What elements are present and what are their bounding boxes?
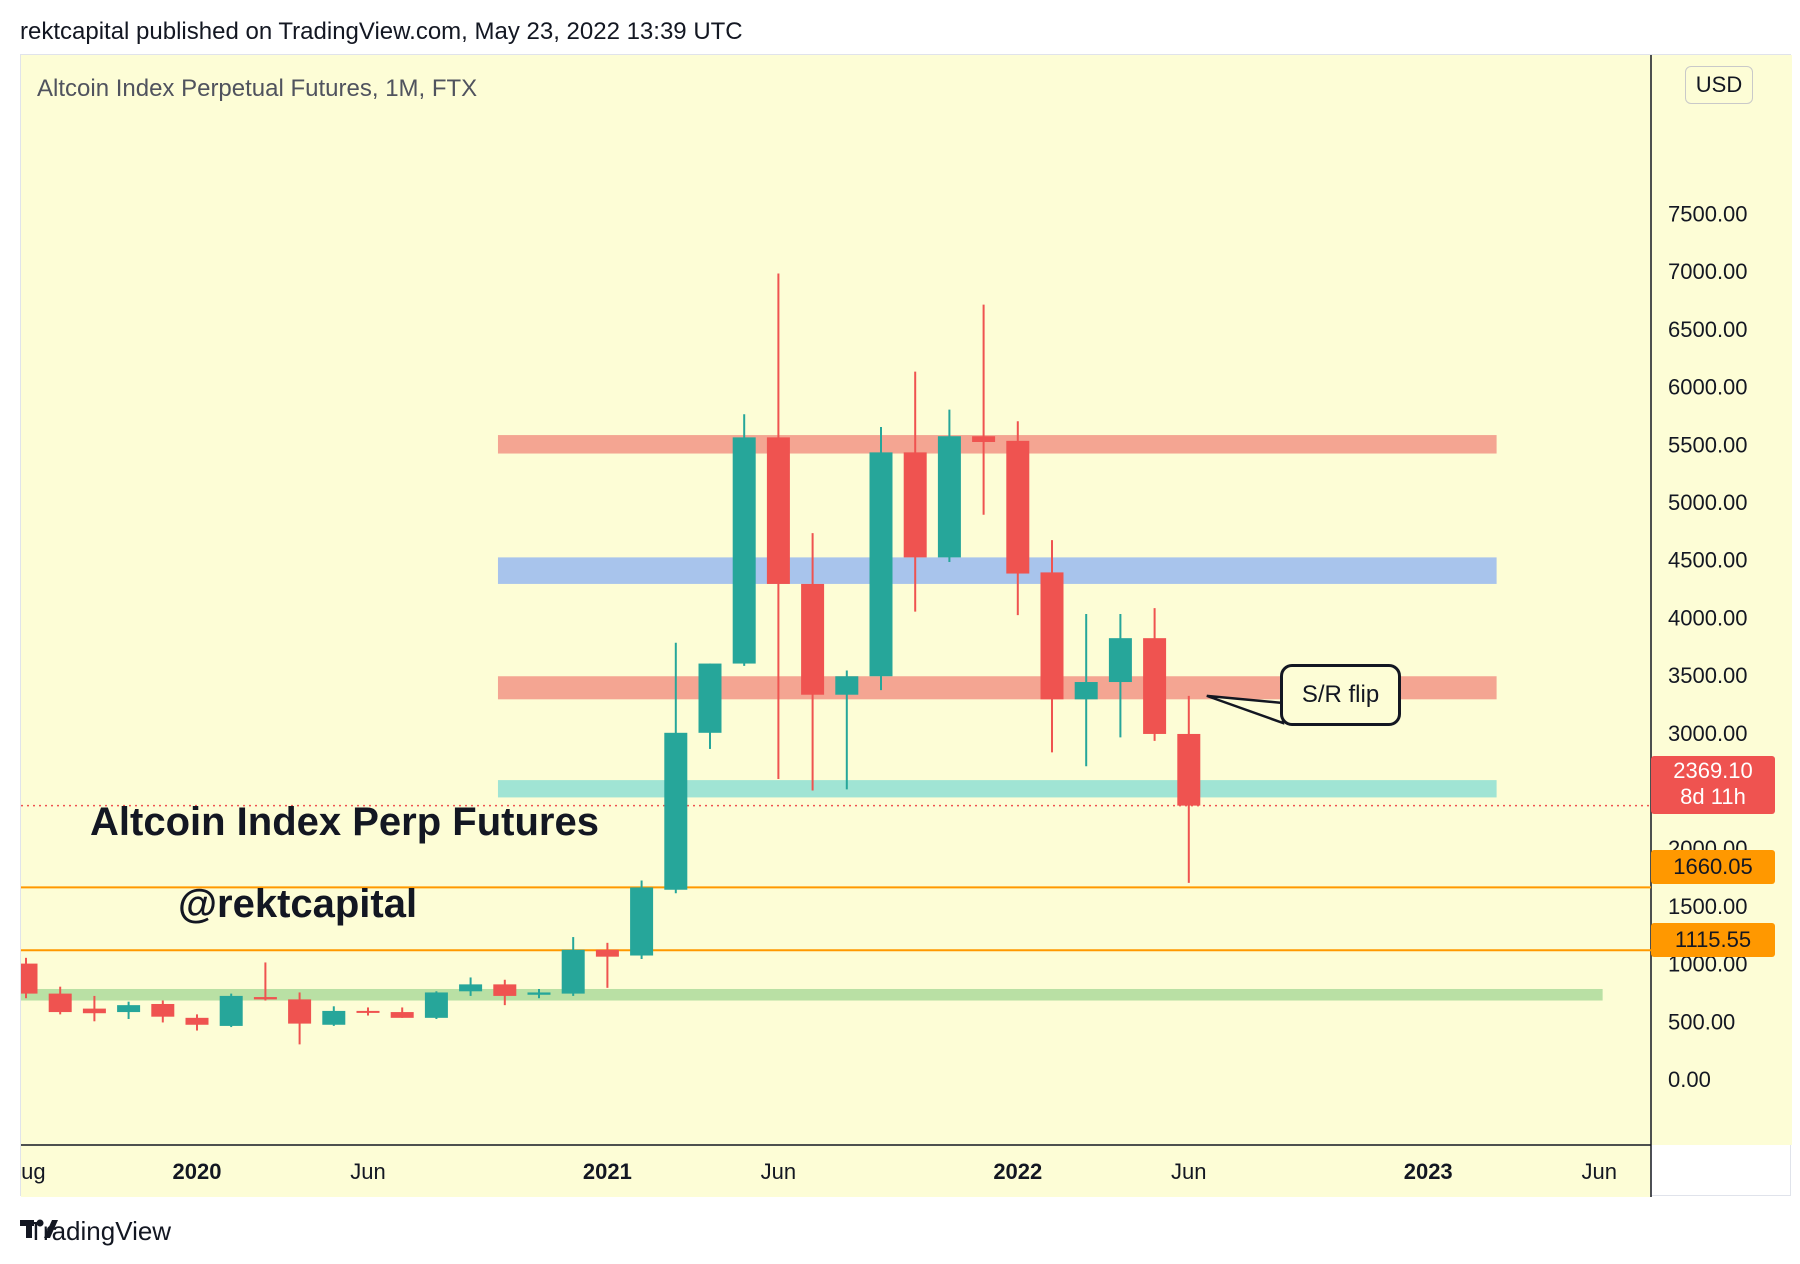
candle-body-6 (219, 995, 243, 1026)
candle-body-32 (1108, 638, 1132, 683)
candle-body-17 (595, 949, 619, 957)
candle-body-4 (151, 1003, 175, 1017)
y-tick-label: 6000.00 (1668, 375, 1748, 400)
red-zone-mid (497, 676, 1497, 700)
candle-body-9 (322, 1010, 346, 1025)
chart-panel[interactable]: 0.00500.001000.001500.002000.002500.0030… (20, 54, 1792, 1197)
candle-body-31 (1074, 682, 1098, 700)
chart-title: Altcoin Index Perpetual Futures, 1M, FTX (37, 75, 478, 102)
candle-body-7 (253, 997, 277, 1000)
y-tick-label: 1500.00 (1668, 894, 1748, 919)
candle-body-3 (117, 1005, 141, 1013)
y-tick-label: 7500.00 (1668, 202, 1748, 227)
current-price-tag: 2369.10 8d 11h (1651, 756, 1775, 814)
candle-body-5 (185, 1017, 209, 1025)
candle-body-19 (664, 732, 688, 890)
annotation-title: Altcoin Index Perp Futures (90, 800, 599, 844)
x-tick-label: Jun (1171, 1159, 1206, 1184)
candle-body-27 (937, 436, 961, 558)
candle-body-14 (493, 984, 517, 996)
x-tick-label: 2022 (993, 1159, 1042, 1184)
sr-flip-callout: S/R flip (1280, 664, 1401, 726)
green-zone (21, 988, 1603, 1001)
candle-body-24 (835, 676, 859, 695)
x-tick-label: 2021 (583, 1159, 632, 1184)
x-tick-label: Jun (1581, 1159, 1616, 1184)
candle-body-22 (766, 437, 790, 584)
candle-body-34 (1177, 733, 1201, 806)
time-axis-background (21, 1145, 1651, 1197)
x-tick-label: Jun (350, 1159, 385, 1184)
y-tick-label: 7000.00 (1668, 259, 1748, 284)
y-tick-label: 5500.00 (1668, 432, 1748, 457)
candle-body-8 (288, 999, 312, 1024)
level-price-tag-1660: 1660.05 (1651, 850, 1775, 884)
annotation-handle: @rektcapital (178, 882, 418, 926)
candle-body-26 (903, 452, 927, 558)
y-tick-label: 500.00 (1668, 1009, 1735, 1034)
red-zone-top (497, 435, 1497, 454)
candle-body-16 (561, 949, 585, 994)
candle-body-15 (527, 992, 551, 995)
teal-zone (497, 780, 1497, 798)
footer: TradingView (20, 1216, 171, 1247)
current-price-value: 2369.10 (1673, 758, 1753, 783)
publish-header: rektcapital published on TradingView.com… (20, 18, 743, 45)
y-tick-label: 5000.00 (1668, 490, 1748, 515)
candle-body-18 (630, 887, 654, 956)
plot-background (21, 55, 1651, 1145)
candle-body-1 (48, 993, 72, 1013)
candle-body-28 (972, 436, 996, 442)
candle-body-2 (82, 1008, 106, 1014)
level-price-tag-1115: 1115.55 (1651, 923, 1775, 957)
blue-zone (497, 557, 1497, 584)
candle-body-20 (698, 663, 722, 733)
candle-body-11 (390, 1012, 414, 1018)
candle-body-13 (459, 984, 483, 992)
candle-body-33 (1143, 638, 1167, 734)
y-tick-label: 4500.00 (1668, 548, 1748, 573)
y-tick-label: 0.00 (1668, 1067, 1711, 1092)
candle-body-12 (424, 992, 448, 1018)
x-tick-label: Jun (761, 1159, 796, 1184)
candle-body-25 (869, 452, 893, 677)
y-tick-label: 3500.00 (1668, 663, 1748, 688)
candle-body-23 (801, 583, 825, 695)
candle-body-10 (356, 1010, 380, 1013)
candle-body-29 (1006, 440, 1030, 574)
candle-body-21 (732, 437, 756, 664)
x-tick-label: 2020 (173, 1159, 222, 1184)
currency-badge[interactable]: USD (1685, 66, 1753, 104)
candle-body-0 (21, 963, 38, 994)
candle-body-30 (1040, 572, 1064, 700)
y-tick-label: 3000.00 (1668, 721, 1748, 746)
y-tick-label: 6500.00 (1668, 317, 1748, 342)
candle-countdown: 8d 11h (1680, 784, 1746, 809)
price-axis-background (1651, 55, 1792, 1145)
candlestick-chart[interactable]: 0.00500.001000.001500.002000.002500.0030… (21, 55, 1792, 1197)
x-tick-label: Aug (21, 1159, 46, 1184)
y-tick-label: 4000.00 (1668, 605, 1748, 630)
x-tick-label: 2023 (1404, 1159, 1453, 1184)
